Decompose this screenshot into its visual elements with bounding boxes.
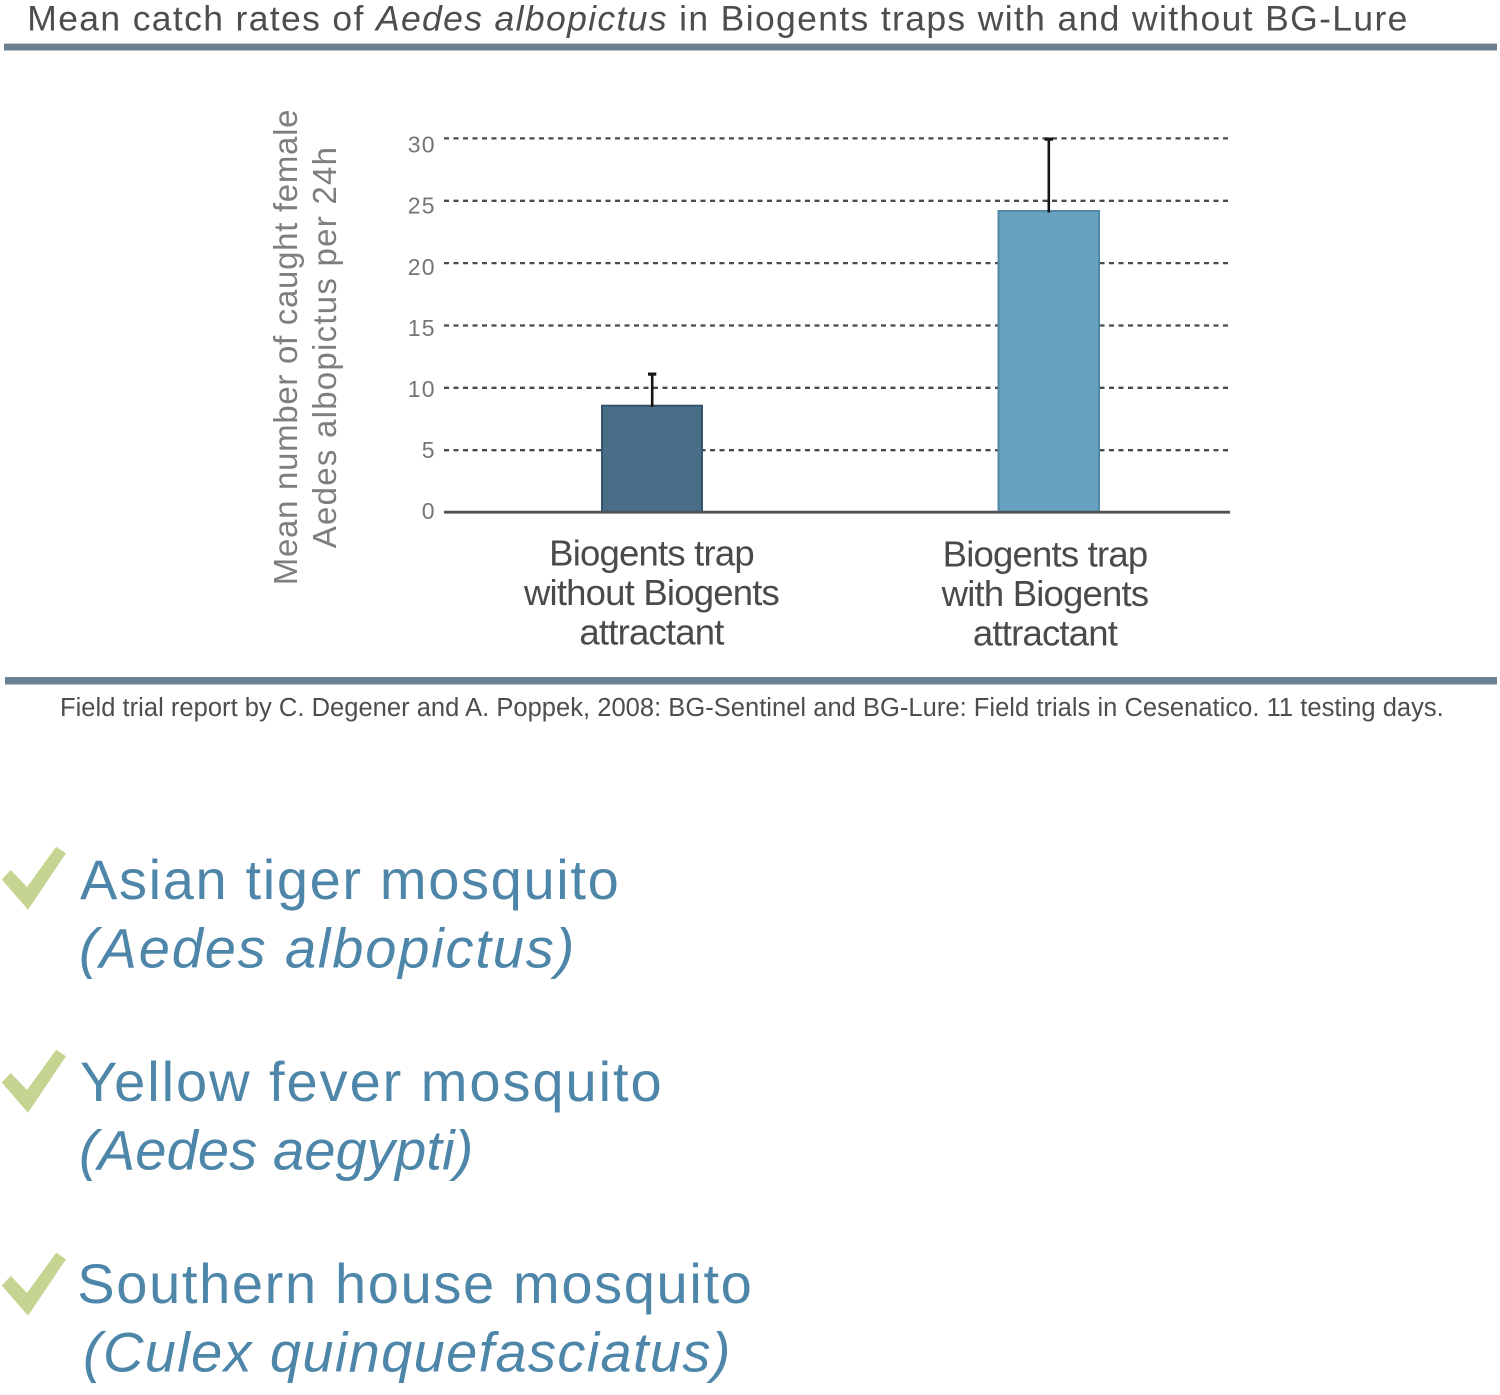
- svg-text:Yellow fever mosquito: Yellow fever mosquito: [80, 1050, 664, 1113]
- svg-text:Biogents trap: Biogents trap: [549, 532, 754, 573]
- svg-text:Mean catch rates of Aedes albo: Mean catch rates of Aedes albopictus in …: [27, 0, 1408, 38]
- svg-text:15: 15: [408, 315, 436, 341]
- svg-text:(Aedes albopictus): (Aedes albopictus): [79, 917, 576, 980]
- svg-text:(Culex quinquefasciatus): (Culex quinquefasciatus): [83, 1321, 732, 1384]
- svg-text:(Aedes aegypti): (Aedes aegypti): [79, 1119, 473, 1182]
- svg-text:0: 0: [422, 498, 436, 524]
- svg-text:Asian tiger mosquito: Asian tiger mosquito: [80, 848, 620, 911]
- svg-text:Mean number of caught female: Mean number of caught female: [267, 109, 304, 585]
- svg-text:20: 20: [408, 254, 436, 280]
- svg-text:30: 30: [408, 132, 436, 158]
- svg-text:25: 25: [408, 193, 436, 219]
- svg-text:without Biogents: without Biogents: [523, 572, 779, 613]
- svg-text:Biogents trap: Biogents trap: [943, 534, 1148, 575]
- svg-text:attractant: attractant: [973, 612, 1118, 653]
- svg-text:attractant: attractant: [579, 611, 724, 652]
- svg-text:5: 5: [422, 437, 436, 463]
- svg-text:Southern house mosquito: Southern house mosquito: [77, 1252, 753, 1315]
- svg-text:with Biogents: with Biogents: [941, 573, 1149, 614]
- svg-text:Aedes albopictus per 24h: Aedes albopictus per 24h: [306, 146, 343, 548]
- svg-text:Field trial report by C. Degen: Field trial report by C. Degener and A. …: [60, 694, 1444, 722]
- svg-text:10: 10: [408, 376, 436, 402]
